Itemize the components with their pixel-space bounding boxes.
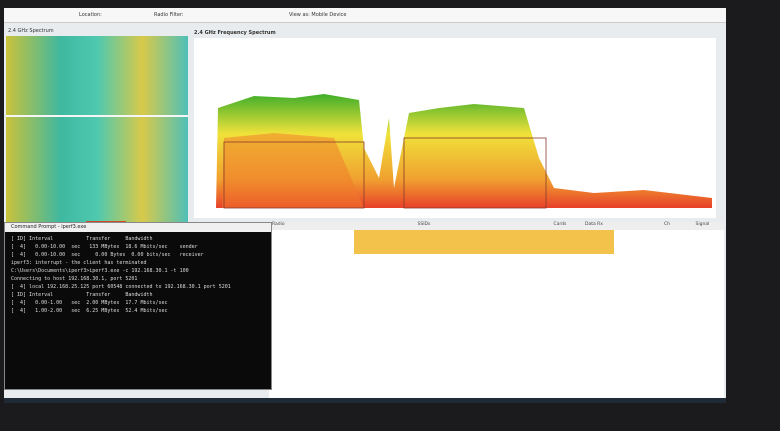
console-window: Command Prompt - iperf3.exe [ ID] Interv… <box>4 222 272 390</box>
console-line: [ ID] Interval Transfer Bandwidth <box>11 292 153 298</box>
column-header: Cards <box>553 222 567 227</box>
console-line: [ 4] 0.00-10.00 sec 133 MBytes 18.6 Mbit… <box>11 244 198 250</box>
toolbar: Location: Radio Filter: View as: Mobile … <box>4 8 726 23</box>
toolbar-label: Location: <box>79 12 102 18</box>
console-line: [ ID] Interval Transfer Bandwidth <box>11 236 153 242</box>
chart-title: 2.4 GHz Frequency Spectrum <box>194 30 276 36</box>
console-title: Command Prompt - iperf3.exe <box>5 223 271 232</box>
column-header: Ch <box>664 222 670 227</box>
console-line: [ 4] 1.00-2.00 sec 6.25 MBytes 52.4 Mbit… <box>11 308 168 314</box>
console-line: C:\Users\Documents\iperf3>iperf3.exe -c … <box>11 268 189 274</box>
column-header: Signal <box>695 222 710 227</box>
console-line: Connecting to host 192.168.30.1, port 52… <box>11 276 138 282</box>
toolbar-label: Radio Filter: <box>154 12 184 18</box>
column-header: Data Rx <box>585 222 603 227</box>
toolbar-button[interactable]: View as: Mobile Device <box>289 12 347 18</box>
ap-table: Radio SSIDs Cards Data Rx Ch Signal <box>269 222 724 398</box>
console-output: [ ID] Interval Transfer Bandwidth [ 4] 0.… <box>5 232 271 318</box>
spectrum-plot <box>194 38 716 218</box>
console-line: [ 4] 0.00-10.00 sec 0.00 Bytes 0.00 bits… <box>11 252 204 258</box>
column-header: SSIDs <box>417 222 431 227</box>
taskbar <box>4 398 726 403</box>
table-header: Radio SSIDs Cards Data Rx Ch Signal <box>269 222 724 230</box>
panel-title: 2.4 GHz Spectrum <box>8 28 54 34</box>
waterfall <box>6 36 188 236</box>
console-line: iperf3: interrupt - the client has termi… <box>11 260 147 266</box>
console-line: [ 4] local 192.168.25.125 port 60548 con… <box>11 284 231 290</box>
screen: Location: Radio Filter: View as: Mobile … <box>4 8 726 403</box>
column-header: Radio <box>272 222 285 227</box>
table-row-highlight <box>354 230 614 254</box>
console-line: [ 4] 0.00-1.00 sec 2.00 MBytes 17.7 Mbit… <box>11 300 168 306</box>
